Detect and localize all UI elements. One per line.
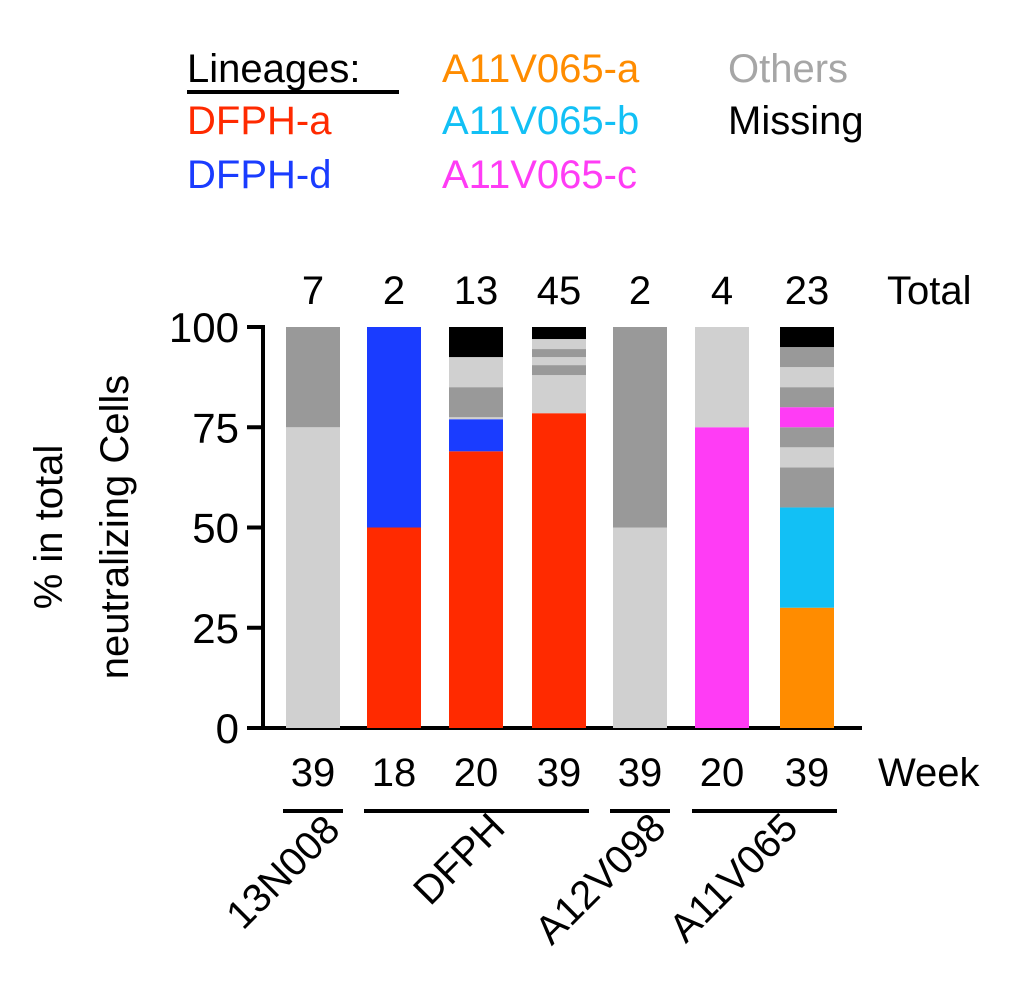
group-label: A12V098: [527, 805, 674, 952]
y-axis-label-line-2: neutralizing Cells: [93, 375, 137, 680]
legend-item-dfph-a: DFPH-a: [187, 99, 332, 143]
legend-item-a11v065-c: A11V065-c: [442, 153, 637, 197]
bar-segment-others: [286, 427, 340, 728]
y-tick-label: 100: [169, 304, 239, 351]
group-label: DFPH: [405, 805, 513, 913]
week-row-label: Week: [878, 751, 981, 795]
legend-title: Lineages:: [187, 47, 360, 91]
total-count-label: 4: [711, 269, 733, 313]
bar-segment-others: [780, 467, 834, 508]
legend-item-others: Others: [728, 47, 848, 91]
total-count-label: 45: [537, 269, 582, 313]
week-label: 20: [700, 751, 745, 795]
legend-item-missing: Missing: [728, 99, 864, 143]
bar-segment-dfph-d: [367, 327, 421, 528]
bar-segment-others: [780, 447, 834, 468]
total-count-label: 23: [785, 269, 830, 313]
bar-segment-others: [532, 375, 586, 414]
total-count-label: 13: [454, 269, 499, 313]
bar-segment-missing: [449, 327, 503, 358]
legend-item-a11v065-a: A11V065-a: [442, 47, 640, 91]
bar-segment-missing: [780, 327, 834, 348]
bar-segment-others: [286, 327, 340, 428]
y-tick-label: 50: [192, 505, 239, 552]
bar-segment-missing: [532, 327, 586, 340]
y-tick-label: 0: [216, 705, 239, 752]
y-tick-label: 75: [192, 404, 239, 451]
total-row-label: Total: [887, 269, 972, 313]
bar-segment-others: [449, 387, 503, 418]
week-label: 39: [291, 751, 336, 795]
bar-segment-others: [449, 417, 503, 420]
bar-segment-others: [780, 367, 834, 388]
bar-segment-others: [613, 327, 667, 528]
week-label: 20: [454, 751, 499, 795]
bar-segment-others: [780, 387, 834, 408]
group-label: 13N008: [218, 807, 348, 937]
bar-segment-a11v065-c: [780, 407, 834, 428]
week-label: 39: [618, 751, 663, 795]
bar-segment-dfph-a: [367, 527, 421, 728]
bar-segment-others: [695, 327, 749, 428]
bar-segment-others: [780, 427, 834, 448]
bar-segment-a11v065-c: [695, 427, 749, 728]
y-axis-label-line-1: % in total: [27, 445, 71, 610]
total-count-label: 2: [383, 269, 405, 313]
group-label: A11V065: [661, 805, 806, 950]
legend-item-dfph-d: DFPH-d: [187, 153, 331, 197]
week-label: 39: [537, 751, 582, 795]
bar-segment-a11v065-b: [780, 507, 834, 608]
bar-segment-others: [532, 349, 586, 358]
total-count-label: 2: [629, 269, 651, 313]
bar-segment-a11v065-a: [780, 607, 834, 728]
bar-segment-others: [532, 365, 586, 376]
bar-segment-others: [532, 339, 586, 350]
bar-segment-others: [532, 357, 586, 366]
bar-segment-others: [780, 347, 834, 368]
bar-segment-dfph-a: [449, 451, 503, 728]
week-label: 18: [372, 751, 417, 795]
bar-segment-others: [613, 527, 667, 728]
y-tick-label: 25: [192, 605, 239, 652]
bar-segment-others: [449, 357, 503, 388]
bar-segment-dfph-d: [449, 419, 503, 452]
legend-item-a11v065-b: A11V065-b: [442, 99, 639, 143]
total-count-label: 7: [302, 269, 324, 313]
bar-segment-dfph-a: [532, 413, 586, 728]
week-label: 39: [785, 751, 830, 795]
